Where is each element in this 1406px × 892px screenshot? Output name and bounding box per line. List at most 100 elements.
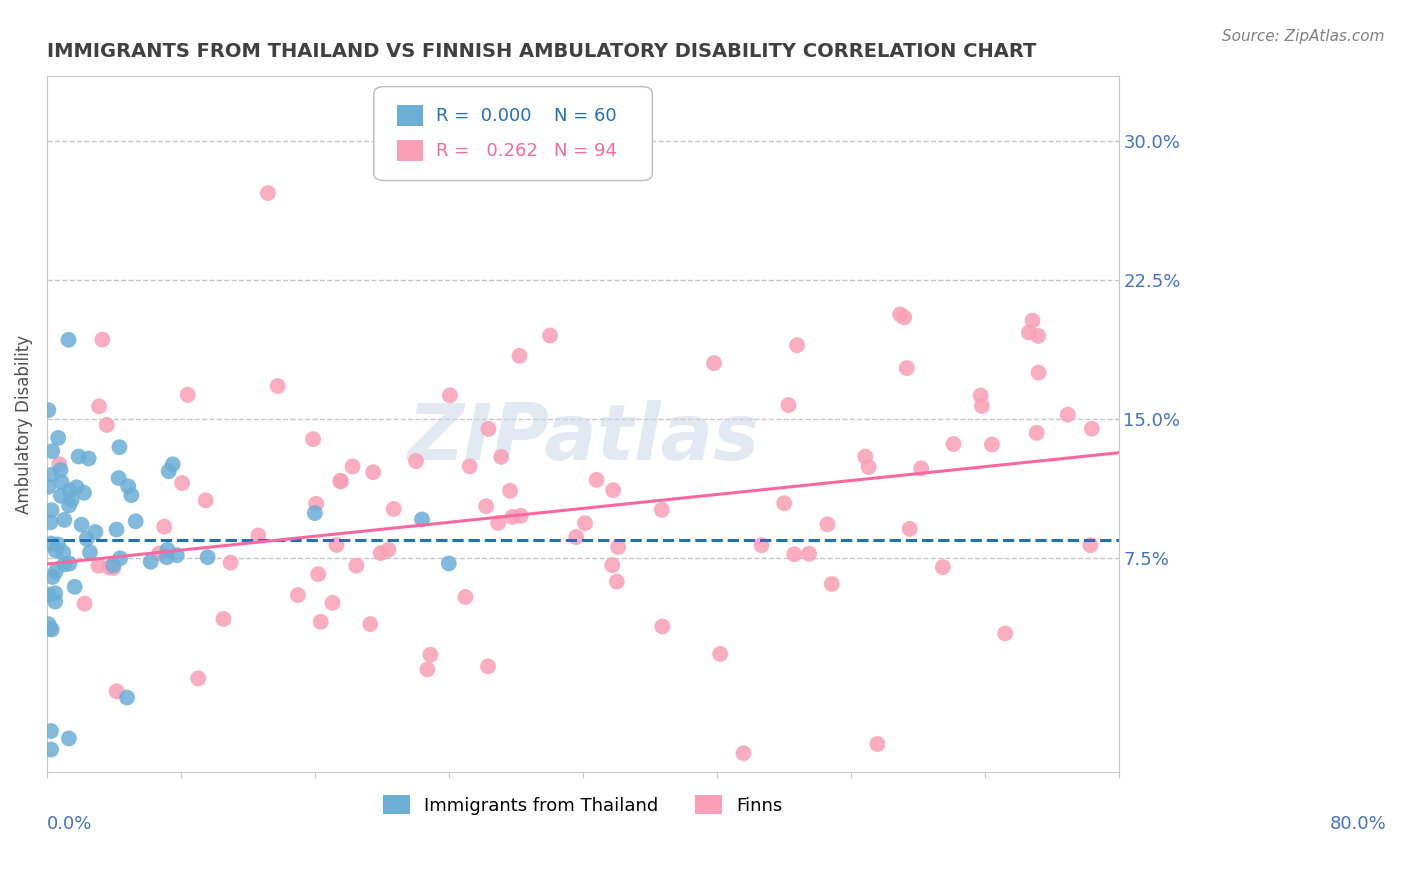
Point [48, 457, 70, 471]
Point [153, 519, 176, 533]
FancyBboxPatch shape [374, 87, 652, 180]
Point [96, 417, 118, 432]
Point [866, 737, 889, 751]
Point [325, 538, 347, 552]
Point [194, 493, 217, 508]
Point [76, 532, 98, 546]
Point [108, 551, 131, 566]
Point [508, 349, 530, 363]
Point [41, 536, 63, 550]
Point [63, 580, 86, 594]
Point [257, 186, 280, 200]
Point [651, 619, 673, 633]
Point [91, 333, 114, 347]
Point [896, 361, 918, 376]
Point [267, 379, 290, 393]
Text: IMMIGRANTS FROM THAILAND VS FINNISH AMBULATORY DISABILITY CORRELATION CHART: IMMIGRANTS FROM THAILAND VS FINNISH AMBU… [46, 42, 1036, 61]
Point [305, 497, 328, 511]
Point [565, 530, 588, 544]
Point [77, 451, 100, 466]
Point [58, 333, 80, 347]
Point [970, 399, 993, 413]
Point [41, 467, 63, 482]
Point [156, 550, 179, 565]
Point [108, 440, 131, 454]
Point [105, 684, 128, 698]
Point [419, 648, 441, 662]
Point [53, 513, 76, 527]
Point [1018, 326, 1040, 340]
Point [41, 444, 63, 458]
Point [51, 475, 73, 490]
Point [821, 577, 844, 591]
Point [786, 338, 808, 352]
Point [105, 523, 128, 537]
Point [52, 545, 75, 559]
Point [377, 542, 399, 557]
Point [980, 437, 1002, 451]
Text: N = 94: N = 94 [554, 142, 617, 160]
Point [247, 528, 270, 542]
Point [969, 388, 991, 402]
Bar [398, 140, 423, 161]
Point [910, 461, 932, 475]
Point [778, 398, 800, 412]
Point [1081, 422, 1104, 436]
Point [176, 388, 198, 402]
Point [703, 356, 725, 370]
Point [187, 672, 209, 686]
Point [585, 473, 607, 487]
Point [41, 503, 63, 517]
Point [709, 647, 731, 661]
Point [773, 496, 796, 510]
Point [41, 623, 63, 637]
Point [486, 516, 509, 530]
Point [932, 560, 955, 574]
Point [411, 512, 433, 526]
Point [124, 514, 146, 528]
Point [67, 450, 90, 464]
Text: R =  0.000: R = 0.000 [436, 107, 531, 125]
Point [889, 307, 911, 321]
Point [44, 594, 66, 608]
Point [45, 543, 67, 558]
Point [166, 548, 188, 562]
Point [370, 546, 392, 560]
Point [172, 476, 194, 491]
Point [477, 659, 499, 673]
Point [509, 508, 531, 523]
Point [117, 479, 139, 493]
Point [37, 403, 59, 417]
Point [437, 557, 460, 571]
Point [45, 565, 67, 579]
Point [58, 499, 80, 513]
Point [416, 662, 439, 676]
Point [197, 550, 219, 565]
Point [853, 450, 876, 464]
Point [1021, 313, 1043, 327]
Point [139, 555, 162, 569]
Point [382, 502, 405, 516]
Point [783, 547, 806, 561]
Point [477, 422, 499, 436]
Point [73, 485, 96, 500]
Point [302, 432, 325, 446]
Point [606, 574, 628, 589]
Point [87, 400, 110, 414]
Point [65, 480, 87, 494]
Point [103, 558, 125, 573]
Point [287, 588, 309, 602]
Point [602, 483, 624, 498]
Point [489, 450, 512, 464]
Point [73, 597, 96, 611]
Point [1025, 425, 1047, 440]
Point [156, 542, 179, 557]
Point [898, 522, 921, 536]
Text: R =   0.262: R = 0.262 [436, 142, 537, 160]
Point [405, 454, 427, 468]
Point [46, 537, 69, 551]
Point [454, 590, 477, 604]
Point [751, 538, 773, 552]
Point [309, 615, 332, 629]
Point [39, 516, 62, 530]
